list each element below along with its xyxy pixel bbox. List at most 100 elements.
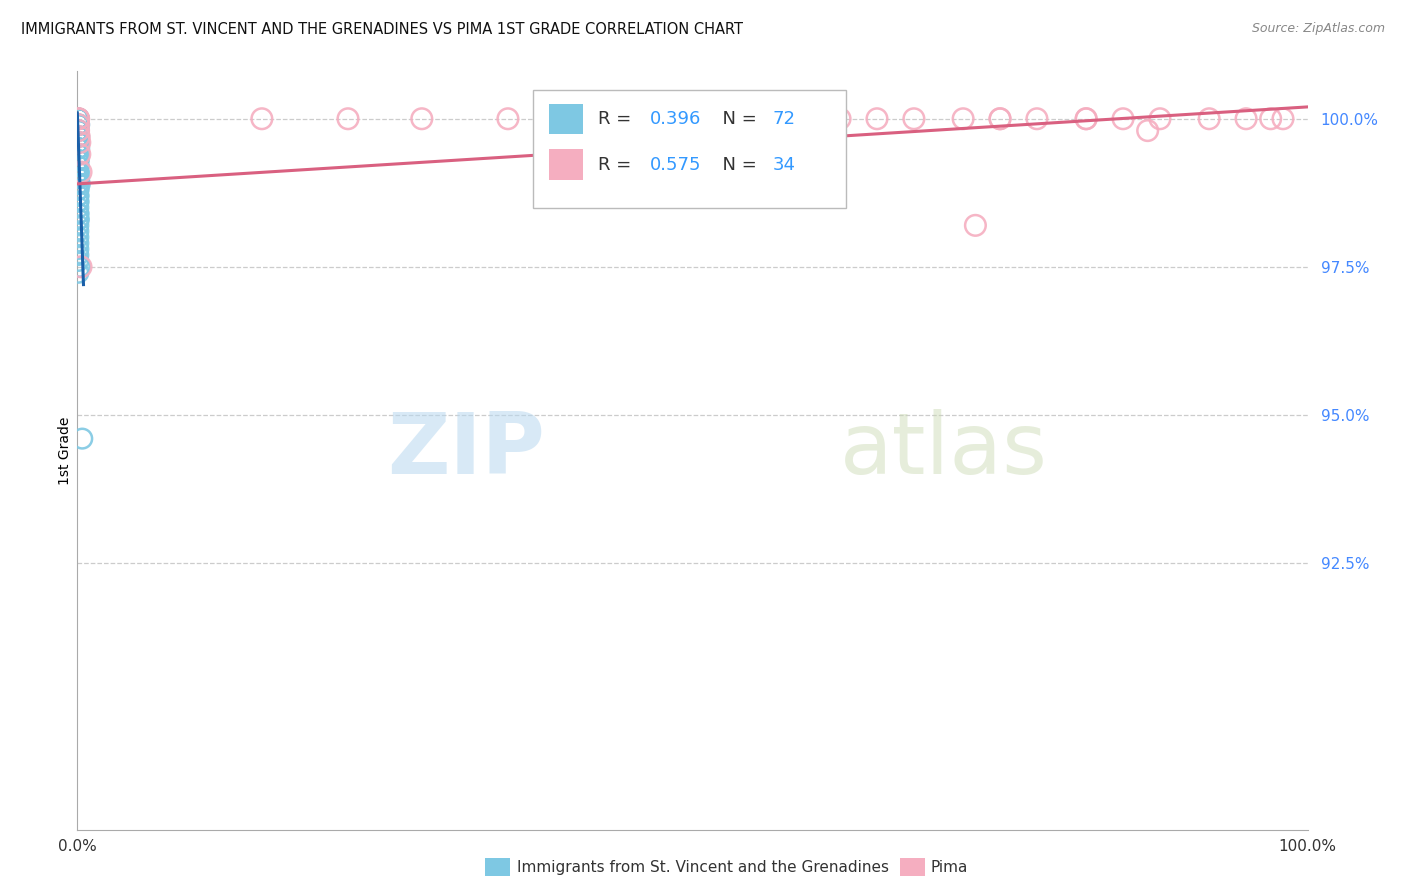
Point bbox=[830, 112, 852, 126]
Point bbox=[1076, 112, 1098, 126]
Point bbox=[620, 112, 643, 126]
Point bbox=[67, 183, 90, 197]
Point bbox=[67, 165, 90, 179]
Point bbox=[67, 147, 90, 161]
Point bbox=[67, 136, 90, 150]
Point bbox=[70, 165, 93, 179]
Point bbox=[69, 260, 91, 274]
Point bbox=[1076, 112, 1098, 126]
Point bbox=[70, 432, 93, 446]
Point bbox=[67, 147, 90, 161]
Bar bbox=[533, 90, 846, 208]
Point bbox=[67, 165, 90, 179]
Point bbox=[67, 129, 90, 144]
Point bbox=[1149, 112, 1171, 126]
Text: 0.396: 0.396 bbox=[650, 110, 700, 128]
Point bbox=[67, 123, 90, 137]
Point bbox=[67, 183, 90, 197]
Point bbox=[67, 165, 90, 179]
Point bbox=[988, 112, 1011, 126]
Point bbox=[67, 242, 90, 256]
Bar bbox=[548, 150, 583, 180]
Point bbox=[67, 123, 90, 137]
Point bbox=[67, 118, 90, 132]
Point bbox=[903, 112, 925, 126]
Point bbox=[1198, 112, 1220, 126]
Text: N =: N = bbox=[711, 155, 762, 174]
Point bbox=[67, 118, 90, 132]
Point bbox=[67, 206, 90, 220]
Point bbox=[67, 254, 90, 268]
Point bbox=[67, 141, 90, 155]
Point bbox=[67, 212, 90, 227]
Point bbox=[67, 248, 90, 262]
Text: ZIP: ZIP bbox=[387, 409, 546, 492]
Point bbox=[67, 112, 90, 126]
Point bbox=[67, 136, 90, 150]
Point bbox=[67, 129, 90, 144]
Point bbox=[67, 147, 90, 161]
Point bbox=[250, 112, 273, 126]
Point bbox=[67, 136, 90, 150]
Bar bbox=[548, 104, 583, 135]
Y-axis label: 1st Grade: 1st Grade bbox=[58, 417, 72, 484]
Point bbox=[780, 112, 803, 126]
Point bbox=[988, 112, 1011, 126]
Point bbox=[67, 194, 90, 209]
Point bbox=[67, 224, 90, 238]
Point bbox=[67, 136, 90, 150]
Point bbox=[67, 206, 90, 220]
Point bbox=[67, 153, 90, 168]
Point bbox=[1234, 112, 1257, 126]
Point bbox=[67, 112, 90, 126]
Point bbox=[67, 123, 90, 137]
Point bbox=[706, 112, 728, 126]
Text: Pima: Pima bbox=[931, 861, 969, 875]
Point bbox=[67, 171, 90, 186]
Point bbox=[67, 112, 90, 126]
Text: IMMIGRANTS FROM ST. VINCENT AND THE GRENADINES VS PIMA 1ST GRADE CORRELATION CHA: IMMIGRANTS FROM ST. VINCENT AND THE GREN… bbox=[21, 22, 744, 37]
Point bbox=[69, 147, 91, 161]
Text: 0.575: 0.575 bbox=[650, 155, 702, 174]
Text: 72: 72 bbox=[772, 110, 796, 128]
Point bbox=[534, 112, 557, 126]
Point bbox=[67, 112, 90, 126]
Point bbox=[67, 123, 90, 137]
Point bbox=[67, 118, 90, 132]
Point bbox=[67, 159, 90, 173]
Point bbox=[67, 188, 90, 202]
Point bbox=[1260, 112, 1282, 126]
Point bbox=[67, 141, 90, 155]
Point bbox=[69, 136, 91, 150]
Point bbox=[67, 201, 90, 215]
Point bbox=[67, 177, 90, 191]
Point bbox=[67, 112, 90, 126]
Point bbox=[866, 112, 889, 126]
Point bbox=[67, 159, 90, 173]
Point bbox=[67, 112, 90, 126]
Point bbox=[67, 118, 90, 132]
Point bbox=[67, 123, 90, 137]
Point bbox=[70, 260, 93, 274]
Point bbox=[67, 171, 90, 186]
Point bbox=[67, 129, 90, 144]
Text: 34: 34 bbox=[772, 155, 796, 174]
Point bbox=[67, 153, 90, 168]
Text: atlas: atlas bbox=[841, 409, 1047, 492]
Point bbox=[67, 118, 90, 132]
Point bbox=[67, 219, 90, 233]
Point bbox=[67, 129, 90, 144]
Point bbox=[67, 118, 90, 132]
Point bbox=[69, 177, 91, 191]
Text: R =: R = bbox=[598, 155, 637, 174]
Point bbox=[952, 112, 974, 126]
Point bbox=[67, 236, 90, 251]
Text: Immigrants from St. Vincent and the Grenadines: Immigrants from St. Vincent and the Gren… bbox=[517, 861, 890, 875]
Text: Source: ZipAtlas.com: Source: ZipAtlas.com bbox=[1251, 22, 1385, 36]
Point bbox=[67, 112, 90, 126]
Point bbox=[67, 171, 90, 186]
Point bbox=[67, 177, 90, 191]
Point bbox=[1272, 112, 1295, 126]
Text: R =: R = bbox=[598, 110, 637, 128]
Point bbox=[67, 141, 90, 155]
